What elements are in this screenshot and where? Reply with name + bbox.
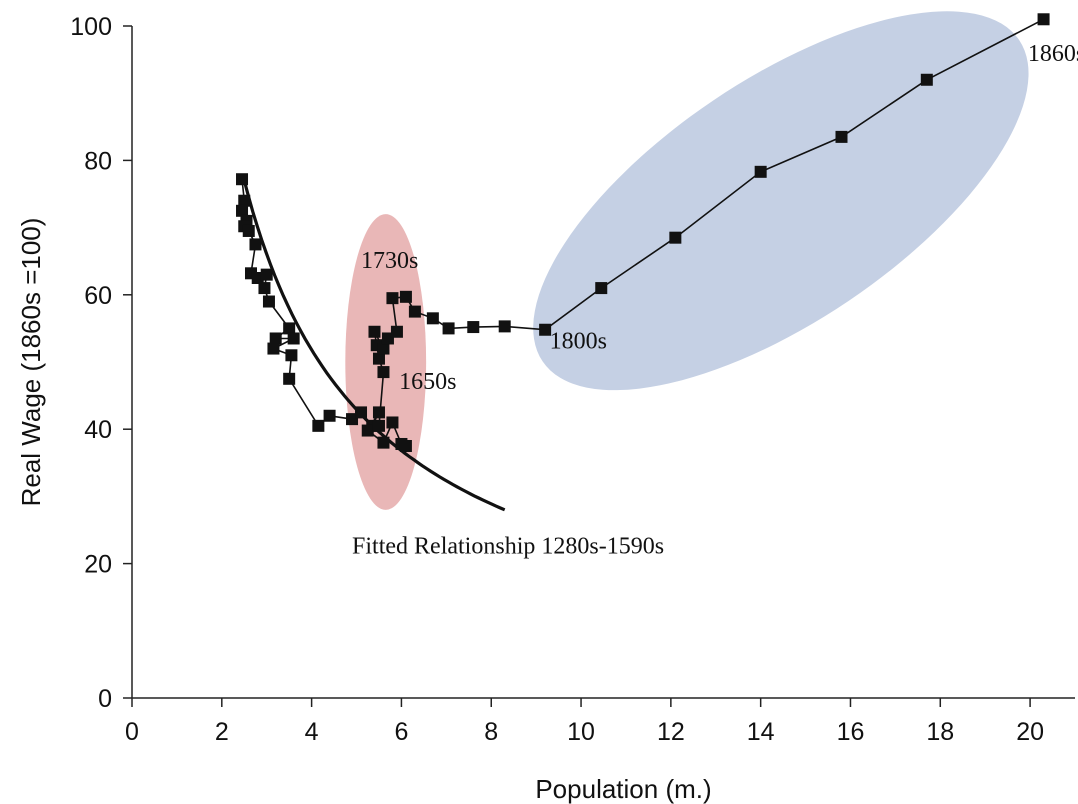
y-axis-label: Real Wage (1860s =100)	[16, 218, 46, 507]
data-point	[399, 290, 412, 303]
data-point	[399, 440, 412, 452]
data-point	[269, 332, 282, 345]
data-point	[442, 322, 455, 335]
annotations-layer: 1730s 1650s 1800s 1860s Fitted Relationship …	[352, 41, 1078, 560]
x-tick-label: 16	[837, 718, 865, 746]
y-tick-label: 80	[84, 147, 112, 175]
x-tick-label: 4	[305, 718, 319, 746]
axes: 0 2 4 6 8 10 12 14 16 18 20 0 20 40 60 80 100	[70, 13, 1075, 746]
data-point	[312, 419, 325, 432]
data-point	[377, 366, 390, 379]
y-tick-label: 20	[84, 551, 112, 579]
data-point	[408, 305, 421, 318]
data-point	[287, 332, 300, 345]
data-point	[236, 204, 249, 217]
data-point	[386, 416, 399, 429]
x-tick-label: 12	[657, 718, 685, 746]
x-tick-label: 6	[394, 718, 408, 746]
annotation-label: 1860s	[1028, 41, 1078, 67]
data-point	[595, 282, 608, 295]
x-tick-label: 2	[215, 718, 229, 746]
data-point	[283, 372, 296, 385]
data-point	[1037, 13, 1050, 26]
x-tick-label: 14	[747, 718, 775, 746]
x-tick-label: 0	[125, 718, 139, 746]
data-point	[283, 322, 296, 335]
y-tick-label: 40	[84, 416, 112, 444]
data-point	[372, 352, 385, 365]
highlight-ellipse-2	[533, 11, 1029, 391]
highlight-ellipses	[345, 11, 1029, 510]
annotation-label: 1800s	[550, 329, 607, 355]
data-point	[539, 323, 552, 336]
annotation-label: Fitted Relationship 1280s-1590s	[352, 534, 664, 560]
data-point	[467, 321, 480, 334]
data-point	[355, 406, 368, 419]
y-tick-label: 60	[84, 282, 112, 310]
series-layer	[236, 13, 1050, 452]
data-point	[260, 268, 273, 281]
data-point	[258, 282, 271, 295]
data-point	[372, 419, 385, 432]
data-point	[236, 173, 249, 186]
x-axis-label: Population (m.)	[535, 774, 711, 804]
data-point	[390, 325, 403, 338]
y-tick-label: 100	[70, 13, 112, 41]
y-tick-label: 0	[98, 685, 112, 713]
data-point	[754, 165, 767, 178]
data-point	[242, 224, 255, 237]
data-point	[835, 130, 848, 143]
x-tick-label: 8	[484, 718, 498, 746]
data-point	[262, 295, 275, 308]
data-point	[386, 292, 399, 305]
data-point	[426, 312, 439, 325]
annotation-label: 1650s	[399, 369, 456, 395]
data-point	[498, 320, 511, 333]
data-point	[920, 73, 933, 86]
x-tick-label: 10	[567, 718, 595, 746]
data-point	[361, 424, 374, 437]
data-point	[377, 342, 390, 355]
data-point	[372, 406, 385, 419]
data-point	[249, 238, 262, 251]
data-point	[377, 436, 390, 449]
data-point	[285, 349, 298, 362]
data-point	[669, 231, 682, 244]
x-tick-label: 18	[926, 718, 954, 746]
series-line-2	[373, 18, 1044, 426]
data-point	[368, 325, 381, 338]
data-point	[238, 194, 251, 207]
data-point	[323, 409, 336, 422]
annotation-label: 1730s	[361, 248, 418, 274]
x-tick-label: 20	[1016, 718, 1044, 746]
data-point	[267, 342, 280, 355]
